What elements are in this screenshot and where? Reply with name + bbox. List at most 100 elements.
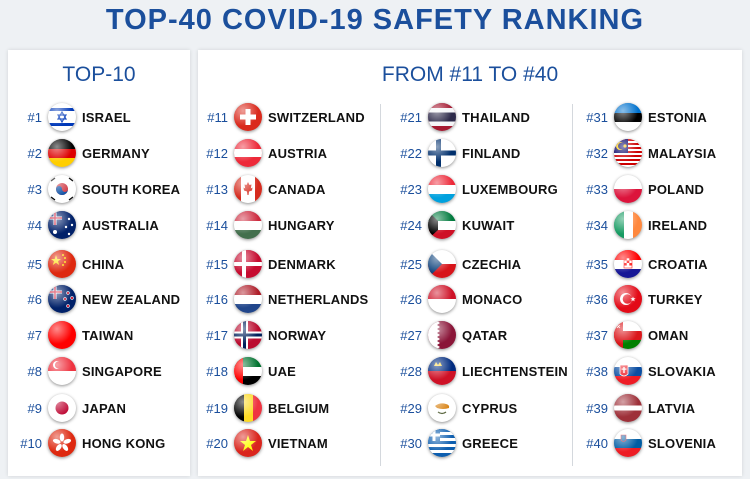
singapore-flag-icon — [48, 357, 76, 385]
rank-label: #16 — [206, 291, 228, 307]
czechia-flag-icon — [428, 250, 456, 278]
country-name: HUNGARY — [268, 217, 335, 233]
ranking-row: #1 ISRAEL — [20, 100, 131, 134]
ranking-row: #25 CZECHIA — [394, 247, 521, 281]
top-10-heading: TOP-10 — [62, 63, 136, 86]
country-name: SOUTH KOREA — [82, 181, 181, 197]
new-zealand-flag-icon — [48, 285, 76, 313]
country-name: SWITZERLAND — [268, 109, 365, 125]
ranking-row: #29 CYPRUS — [394, 391, 517, 425]
ranking-row: #20 VIETNAM — [200, 426, 328, 460]
rank-label: #38 — [586, 363, 608, 379]
rank-label: #18 — [206, 363, 228, 379]
country-name: MONACO — [462, 291, 523, 307]
ranking-row: #36 TURKEY — [580, 282, 703, 316]
country-name: FINLAND — [462, 145, 521, 161]
rank-label: #6 — [27, 291, 42, 307]
rank-label: #37 — [586, 327, 608, 343]
ranking-row: #37 OMAN — [580, 318, 689, 352]
country-name: OMAN — [648, 327, 689, 343]
country-name: HONG KONG — [82, 435, 166, 451]
country-name: CZECHIA — [462, 256, 522, 272]
ranking-row: #2 GERMANY — [20, 136, 150, 170]
rank-label: #15 — [206, 256, 228, 272]
ranking-row: #13 CANADA — [200, 172, 326, 206]
estonia-flag-icon — [614, 103, 642, 131]
country-name: THAILAND — [462, 109, 531, 125]
country-name: CROATIA — [648, 256, 708, 272]
rank-label: #28 — [400, 363, 422, 379]
rank-label: #13 — [206, 181, 228, 197]
rank-label: #20 — [206, 435, 228, 451]
germany-flag-icon — [48, 139, 76, 167]
country-name: JAPAN — [82, 400, 127, 416]
slovakia-flag-icon — [614, 357, 642, 385]
ranking-row: #33 POLAND — [580, 172, 704, 206]
rank-label: #4 — [27, 217, 42, 233]
country-name: LUXEMBOURG — [462, 181, 558, 197]
ranking-row: #18 UAE — [200, 354, 296, 388]
ranking-row: #30 GREECE — [394, 426, 518, 460]
rank-label: #14 — [206, 217, 228, 233]
luxembourg-flag-icon — [428, 175, 456, 203]
country-name: POLAND — [648, 181, 705, 197]
rank-label: #12 — [206, 145, 228, 161]
rank-label: #8 — [27, 363, 42, 379]
austria-flag-icon — [234, 139, 262, 167]
switzerland-flag-icon — [234, 103, 262, 131]
ranking-row: #17 NORWAY — [200, 318, 326, 352]
rank-label: #10 — [20, 435, 42, 451]
country-name: NEW ZEALAND — [82, 291, 181, 307]
ranking-row: #21 THAILAND — [394, 100, 530, 134]
ranking-row: #38 SLOVAKIA — [580, 354, 716, 388]
country-name: AUSTRIA — [268, 145, 328, 161]
ranking-row: #9 JAPAN — [20, 391, 126, 425]
country-name: GREECE — [462, 435, 519, 451]
rank-label: #29 — [400, 400, 422, 416]
rank-label: #26 — [400, 291, 422, 307]
ranking-row: #12 AUSTRIA — [200, 136, 327, 170]
vietnam-flag-icon — [234, 429, 262, 457]
rank-label: #35 — [586, 256, 608, 272]
hong-kong-flag-icon — [48, 429, 76, 457]
rank-label: #30 — [400, 435, 422, 451]
country-name: LIECHTENSTEIN — [462, 363, 568, 379]
finland-flag-icon — [428, 139, 456, 167]
rank-label: #32 — [586, 145, 608, 161]
rank-label: #3 — [27, 181, 42, 197]
latvia-flag-icon — [614, 394, 642, 422]
norway-flag-icon — [234, 321, 262, 349]
country-name: NETHERLANDS — [268, 291, 369, 307]
ranking-row: #4 AUSTRALIA — [20, 208, 159, 242]
rank-label: #11 — [207, 109, 228, 125]
rank-label: #1 — [27, 109, 42, 125]
ranking-row: #23 LUXEMBOURG — [394, 172, 558, 206]
country-name: SLOVENIA — [648, 435, 717, 451]
ranking-row: #15 DENMARK — [200, 247, 336, 281]
country-name: QATAR — [462, 327, 508, 343]
israel-flag-icon — [48, 103, 76, 131]
country-name: ESTONIA — [648, 109, 707, 125]
ranking-row: #28 LIECHTENSTEIN — [394, 354, 568, 388]
ranking-row: #11 SWITZERLAND — [200, 100, 365, 134]
rank-label: #36 — [586, 291, 608, 307]
liechtenstein-flag-icon — [428, 357, 456, 385]
cyprus-flag-icon — [428, 394, 456, 422]
thailand-flag-icon — [428, 103, 456, 131]
ranks-11-to-40-panel — [198, 50, 742, 476]
ranking-row: #24 KUWAIT — [394, 208, 514, 242]
taiwan-flag-icon — [48, 321, 76, 349]
country-name: LATVIA — [648, 400, 696, 416]
rank-label: #25 — [400, 256, 422, 272]
country-name: KUWAIT — [462, 217, 515, 233]
ranking-row: #35 CROATIA — [580, 247, 708, 281]
ranking-row: #10 HONG KONG — [20, 426, 165, 460]
qatar-flag-icon — [428, 321, 456, 349]
rank-label: #27 — [400, 327, 422, 343]
ranks-11-to-40-heading: FROM #11 TO #40 — [381, 63, 559, 86]
country-name: IRELAND — [648, 217, 708, 233]
belgium-flag-icon — [234, 394, 262, 422]
china-flag-icon — [48, 250, 76, 278]
ranking-row: #34 IRELAND — [580, 208, 707, 242]
ranking-row: #3 SOUTH KOREA — [20, 172, 180, 206]
